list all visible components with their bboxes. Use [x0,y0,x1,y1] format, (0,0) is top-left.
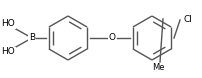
Text: HO: HO [1,48,15,56]
Text: Cl: Cl [183,16,192,24]
Text: O: O [108,33,116,43]
Text: B: B [29,33,35,43]
Text: HO: HO [1,20,15,28]
Text: Me: Me [152,63,164,72]
